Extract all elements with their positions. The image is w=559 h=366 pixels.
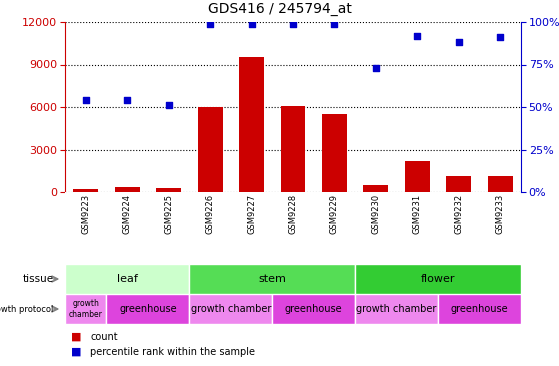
Point: [164, 102, 173, 108]
Point: [247, 21, 256, 27]
Point: [496, 34, 505, 40]
Text: count: count: [90, 332, 118, 342]
Bar: [239, 57, 264, 192]
Bar: [405, 161, 430, 192]
Text: GSM9231: GSM9231: [413, 194, 422, 234]
Bar: [488, 176, 513, 192]
Bar: [65, 264, 190, 294]
Bar: [73, 189, 98, 192]
Text: greenhouse: greenhouse: [451, 304, 508, 314]
Bar: [190, 294, 272, 324]
Bar: [363, 185, 389, 192]
Bar: [355, 264, 521, 294]
Bar: [156, 188, 181, 192]
Bar: [115, 187, 140, 192]
Text: growth protocol: growth protocol: [0, 305, 54, 314]
Bar: [272, 294, 355, 324]
Bar: [355, 294, 438, 324]
Text: greenhouse: greenhouse: [285, 304, 343, 314]
Text: percentile rank within the sample: percentile rank within the sample: [90, 347, 255, 357]
Bar: [438, 294, 521, 324]
Text: growth chamber: growth chamber: [191, 304, 271, 314]
Bar: [198, 107, 222, 192]
Text: ■: ■: [70, 332, 81, 342]
Bar: [447, 176, 471, 192]
Bar: [322, 114, 347, 192]
Text: GSM9227: GSM9227: [247, 194, 256, 234]
Point: [413, 33, 422, 38]
Text: GDS416 / 245794_at: GDS416 / 245794_at: [207, 2, 352, 16]
Text: growth
chamber: growth chamber: [69, 299, 103, 319]
Bar: [281, 105, 305, 192]
Text: GSM9233: GSM9233: [496, 194, 505, 234]
Bar: [190, 264, 355, 294]
Point: [371, 65, 380, 71]
Point: [123, 97, 132, 103]
Text: GSM9224: GSM9224: [122, 194, 132, 234]
Point: [454, 40, 463, 45]
Text: GSM9228: GSM9228: [288, 194, 297, 234]
Text: greenhouse: greenhouse: [119, 304, 177, 314]
Point: [81, 97, 90, 103]
Text: GSM9229: GSM9229: [330, 194, 339, 234]
Text: flower: flower: [421, 274, 456, 284]
Text: GSM9230: GSM9230: [371, 194, 381, 234]
Bar: [106, 294, 190, 324]
Text: GSM9223: GSM9223: [81, 194, 90, 234]
Text: ■: ■: [70, 347, 81, 357]
Text: stem: stem: [258, 274, 286, 284]
Text: GSM9226: GSM9226: [206, 194, 215, 234]
Text: tissue: tissue: [23, 274, 54, 284]
Text: GSM9225: GSM9225: [164, 194, 173, 234]
Point: [288, 21, 297, 27]
Bar: [65, 294, 106, 324]
Text: growth chamber: growth chamber: [357, 304, 437, 314]
Text: leaf: leaf: [117, 274, 138, 284]
Text: GSM9232: GSM9232: [454, 194, 463, 234]
Point: [330, 21, 339, 27]
Point: [206, 21, 215, 27]
